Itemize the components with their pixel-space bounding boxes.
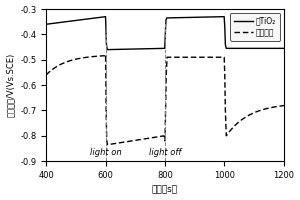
涂层材料 [78, 57, 81, 60]
Legend: 纯TiO₂, 涂层材料: 纯TiO₂, 涂层材料 [230, 13, 280, 41]
纯TiO₂ [44, 23, 48, 25]
涂层材料 [151, 136, 155, 139]
涂层材料 [172, 56, 176, 58]
涂层材料 [44, 74, 48, 76]
涂层材料 [282, 104, 286, 107]
纯TiO₂ [103, 15, 107, 18]
纯TiO₂ [76, 19, 79, 21]
Line: 涂层材料: 涂层材料 [46, 55, 284, 145]
涂层材料 [232, 125, 236, 128]
纯TiO₂ [160, 47, 164, 50]
涂层材料 [224, 135, 228, 137]
纯TiO₂ [103, 16, 107, 18]
涂层材料 [193, 56, 196, 58]
纯TiO₂ [195, 16, 199, 18]
纯TiO₂ [116, 48, 119, 51]
纯TiO₂ [282, 47, 286, 50]
X-axis label: 时间（s）: 时间（s） [152, 185, 178, 194]
涂层材料 [103, 53, 107, 56]
Text: light off: light off [149, 148, 181, 157]
Text: light on: light on [90, 148, 122, 157]
涂层材料 [106, 143, 110, 146]
纯TiO₂ [137, 48, 141, 50]
Y-axis label: 开路电位/V(Vs.SCE): 开路电位/V(Vs.SCE) [6, 53, 15, 117]
Line: 纯TiO₂: 纯TiO₂ [46, 17, 284, 50]
纯TiO₂ [106, 48, 109, 51]
